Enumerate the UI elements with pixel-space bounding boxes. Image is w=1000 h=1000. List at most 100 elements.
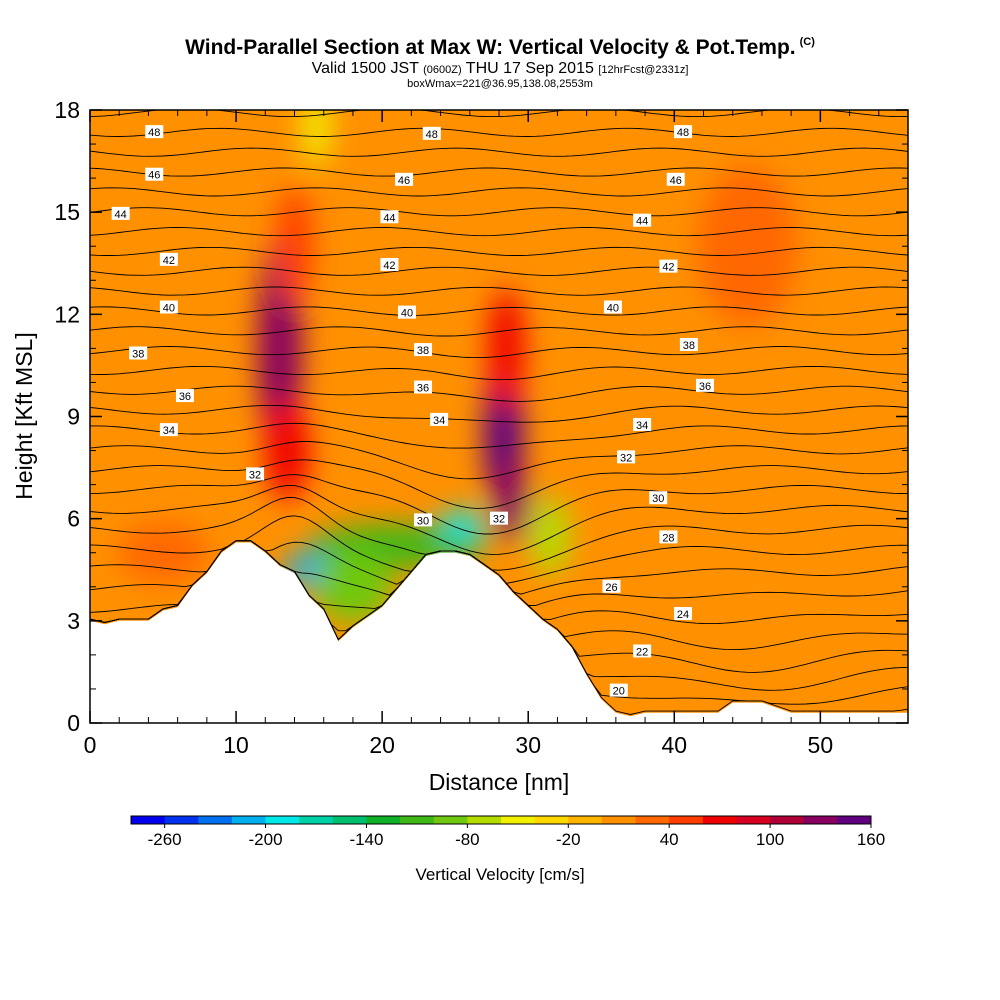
- isentrope-label-text: 46: [148, 170, 160, 182]
- colorbar-swatch: [299, 816, 334, 824]
- isentrope-line: [90, 404, 908, 423]
- isentrope-label-text: 48: [677, 127, 689, 139]
- chart-title-tag: (C): [799, 36, 815, 48]
- isentrope-label: 48: [422, 126, 441, 141]
- isentrope-line: [90, 266, 908, 276]
- isentrope-label-bg: [414, 513, 433, 527]
- isentrope-line: [90, 246, 908, 256]
- x-tick-label: 0: [84, 732, 97, 758]
- isentrope-label: 42: [659, 259, 678, 274]
- isentrope-label-text: 40: [607, 303, 619, 315]
- y-tick-label: 18: [54, 97, 80, 123]
- isentrope-label-bg: [145, 167, 164, 181]
- isentrope-label-bg: [602, 579, 621, 593]
- isentrope-label: 36: [414, 380, 433, 395]
- isentrope-label: 34: [430, 412, 449, 427]
- isentrope-label: 40: [397, 305, 416, 320]
- y-tick-label: 0: [67, 710, 80, 736]
- isentrope-label: 46: [666, 172, 685, 187]
- isentrope-label-text: 44: [115, 209, 127, 221]
- isentrope-label-text: 34: [163, 425, 175, 437]
- isentrope-label-bg: [129, 346, 148, 360]
- isentrope-label-text: 42: [163, 255, 175, 267]
- isentrope-label-text: 40: [401, 308, 413, 320]
- isentrope-line: [90, 474, 908, 535]
- isentrope-label-bg: [111, 206, 130, 220]
- isentrope-label: 48: [674, 125, 693, 139]
- valid-prefix: Valid 1500 JST: [311, 60, 419, 77]
- colorbar-swatch: [534, 816, 569, 824]
- isentrope-line: [90, 306, 908, 316]
- isentrope-line: [90, 422, 908, 449]
- isentrope-label-text: 22: [636, 646, 648, 658]
- isentrope-label: 32: [617, 450, 636, 464]
- isentrope-label-text: 46: [670, 175, 682, 187]
- isentrope-label-text: 30: [417, 515, 429, 527]
- isentrope-label-bg: [380, 210, 399, 224]
- isentrope-label-bg: [246, 467, 265, 481]
- colorbar-frame: [130, 815, 872, 825]
- isentrope-label-text: 38: [683, 340, 695, 352]
- isentrope-label: 38: [679, 337, 698, 352]
- isentrope-label-bg: [695, 378, 714, 392]
- isentrope-label-bg: [490, 511, 508, 525]
- isentrope-label-bg: [609, 683, 628, 697]
- x-axis-label: Distance [nm]: [429, 769, 570, 795]
- isentrope-label-text: 40: [163, 303, 175, 315]
- isentrope-label-bg: [159, 252, 178, 266]
- isentrope-line: [90, 346, 908, 359]
- isentrope-label-bg: [617, 450, 636, 464]
- isentrope-line: [90, 385, 908, 402]
- x-tick-label: 30: [515, 732, 541, 758]
- velocity-cell: [440, 509, 485, 542]
- isentrope-line: [90, 89, 908, 97]
- valid-time-line: Valid 1500 JST (0600Z) THU 17 Sep 2015 […: [0, 60, 1000, 78]
- isentrope-label-bg: [159, 300, 178, 314]
- isentrope-label: 32: [246, 467, 265, 481]
- isentrope-line: [90, 497, 908, 571]
- colorbar-tick-label: -140: [349, 830, 383, 849]
- isentrope-label-bg: [666, 172, 685, 186]
- colorbar-swatch: [198, 816, 233, 824]
- colorbar-swatch: [332, 816, 367, 824]
- isentrope-label: 26: [602, 579, 621, 594]
- isentrope-label: 28: [659, 530, 678, 544]
- isentrope-label: 30: [414, 513, 433, 527]
- isentrope-label-text: 46: [398, 175, 410, 187]
- isentrope-label-bg: [603, 300, 622, 314]
- isentrope-label-bg: [659, 259, 678, 273]
- isentrope-label-text: 30: [652, 493, 664, 505]
- isentrope-line: [90, 167, 908, 177]
- isentrope-line: [90, 515, 908, 584]
- isentrope-label-text: 36: [699, 381, 711, 393]
- isentrope-label-bg: [649, 491, 668, 505]
- colorbar-swatch: [433, 816, 468, 824]
- isentrope-line: [90, 365, 908, 381]
- isentrope-label-bg: [679, 337, 698, 351]
- isentrope-line: [90, 187, 908, 197]
- velocity-cell: [492, 461, 529, 542]
- isentrope-label-text: 42: [662, 262, 674, 274]
- isentrope-label-text: 38: [132, 348, 144, 360]
- isentrope-label-bg: [145, 125, 164, 139]
- colorbar-swatch: [400, 816, 435, 824]
- colorbar-swatch: [736, 816, 771, 824]
- isentrope-label-text: 34: [433, 415, 445, 427]
- velocity-cell: [276, 186, 313, 307]
- colorbar-swatch: [265, 816, 300, 824]
- velocity-cell: [265, 400, 310, 501]
- isentrope-label-bg: [380, 257, 399, 271]
- colorbar-tick-label: -260: [148, 830, 182, 849]
- isentrope-label-bg: [674, 125, 693, 139]
- isentrope-label: 46: [145, 167, 164, 182]
- colorbar-tick-label: -200: [249, 830, 283, 849]
- x-tick-label: 10: [223, 732, 249, 758]
- isentrope-label-text: 38: [417, 345, 429, 357]
- isentrope-line: [90, 484, 908, 555]
- y-tick-label: 15: [54, 199, 80, 225]
- velocity-cell: [530, 495, 571, 576]
- isentrope-label: 40: [159, 300, 178, 315]
- isentrope-label-text: 32: [620, 452, 632, 464]
- isentrope-label-text: 36: [417, 383, 429, 395]
